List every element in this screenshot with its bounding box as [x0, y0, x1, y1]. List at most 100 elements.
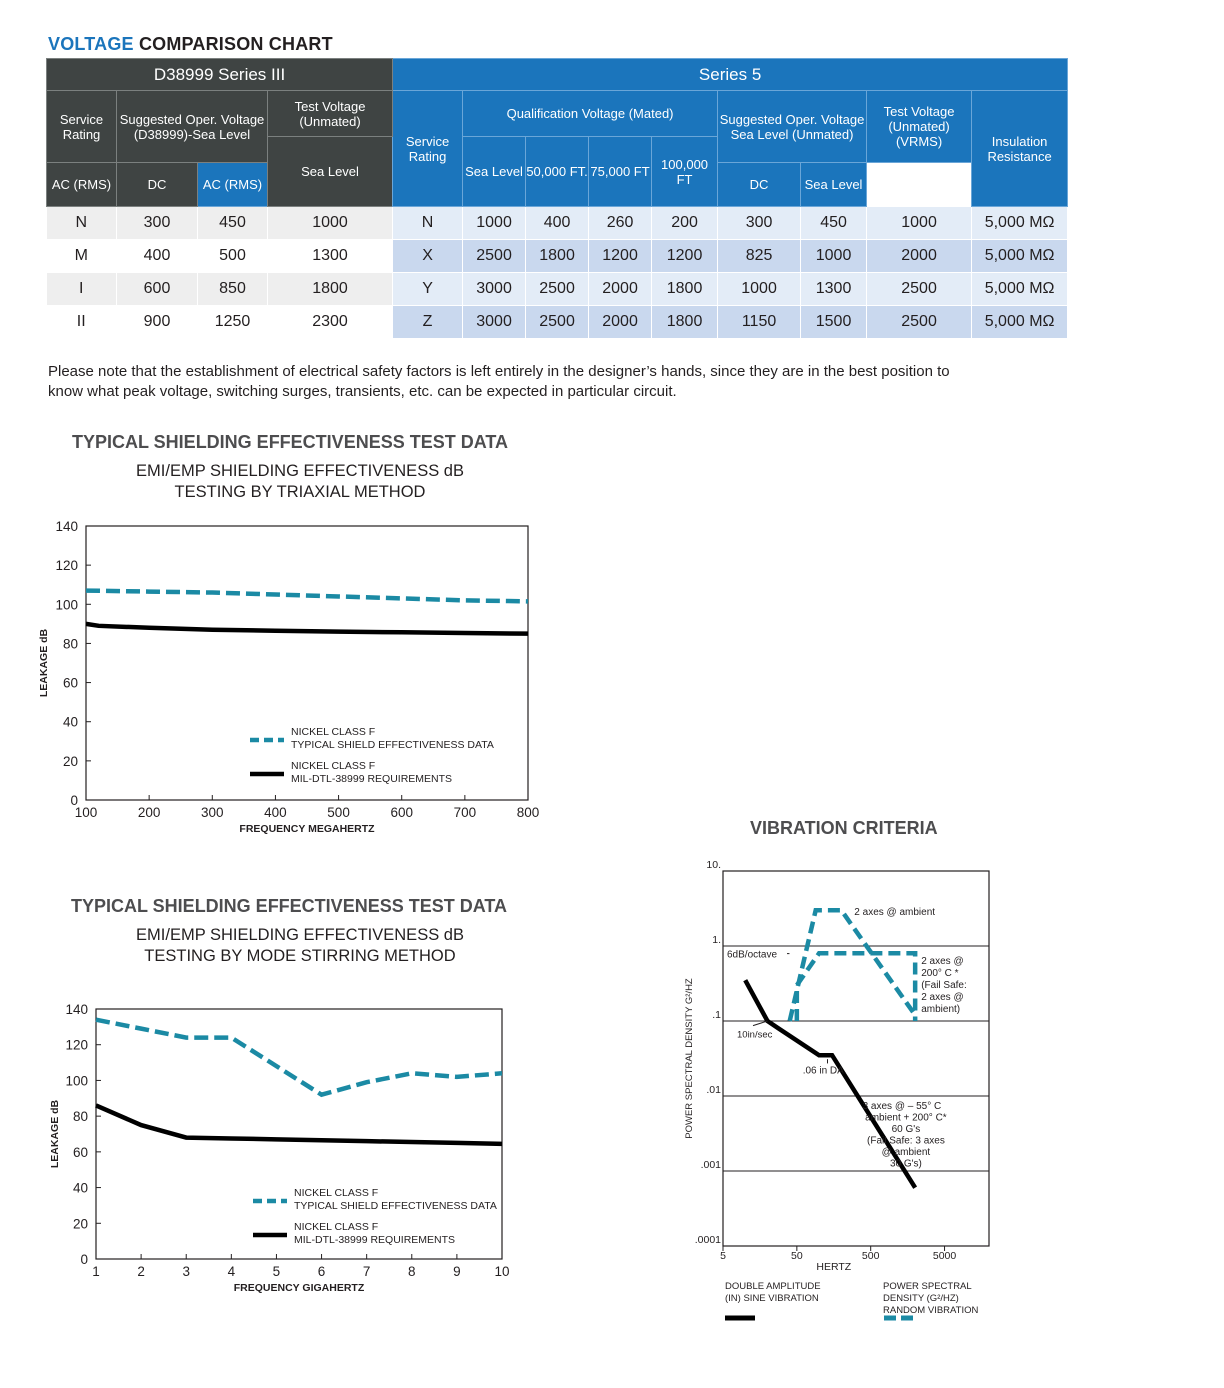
- x-tick-label: 200: [138, 805, 161, 820]
- s5-insulation-header: Insulation Resistance: [971, 90, 1069, 207]
- plot-frame: [722, 870, 990, 1247]
- requirement-series-line: [85, 621, 529, 636]
- x-tick-label: 3: [182, 1264, 190, 1279]
- y-axis-label: POWER SPECTRAL DENSITY G²/HZ: [684, 978, 695, 1139]
- legend-label: POWER SPECTRAL: [883, 1281, 972, 1292]
- x-tick-label: 100: [75, 805, 98, 820]
- annotation-label: .06 in DA.: [803, 1065, 847, 1076]
- x-tick-label: 50: [791, 1250, 803, 1262]
- table-cell: 2500: [866, 272, 973, 306]
- x-axis-label: FREQUENCY GIGAHERTZ: [234, 1282, 365, 1294]
- annotation-label: 60 G's: [892, 1124, 921, 1135]
- table-cell: 500: [197, 239, 268, 273]
- table-cell: 450: [800, 206, 868, 240]
- y-tick-label: 60: [63, 676, 78, 691]
- table-cell: 1200: [651, 239, 719, 273]
- x-tick-label: 5000: [933, 1250, 957, 1262]
- table-row: M 400 500 1300 X 2500 1800 1200 1200 825 1000 2000 5…: [46, 239, 1069, 273]
- y-tick-label: 120: [55, 558, 78, 573]
- y-tick-label: 40: [63, 715, 78, 730]
- x-tick-label: 800: [517, 805, 540, 820]
- table-row: II 900 1250 2300 Z 3000 2500 2000 1800 1150 1500 25…: [46, 305, 1069, 339]
- table-cell: 5,000 MΩ: [971, 305, 1069, 339]
- y-tick-label: 60: [73, 1145, 88, 1160]
- table-cell: II: [46, 305, 117, 339]
- annotation-label: 30 G's): [890, 1159, 922, 1170]
- chart1-subtitle-line1: EMI/EMP SHIELDING EFFECTIVENESS dB: [136, 462, 464, 480]
- x-tick-label: 5: [273, 1264, 281, 1279]
- x-tick-label: 500: [862, 1250, 880, 1262]
- table-cell: 1000: [800, 239, 868, 273]
- random-vibration-line: [794, 951, 918, 1021]
- y-tick-label: 20: [63, 754, 78, 769]
- legend-label: NICKEL CLASS F: [294, 1187, 378, 1199]
- x-tick-label: 600: [390, 805, 413, 820]
- x-axis-label: FREQUENCY MEGAHERTZ: [239, 823, 375, 835]
- plot-frame: [85, 525, 529, 801]
- title-rest: COMPARISON CHART: [138, 34, 333, 54]
- annotation-label: ambient): [921, 1004, 960, 1015]
- y-tick-label: 140: [55, 519, 78, 534]
- x-tick-label: 4: [228, 1264, 236, 1279]
- y-tick-label: 120: [65, 1038, 88, 1053]
- table-cell: 300: [717, 206, 802, 240]
- x-axis-label: HERTZ: [816, 1261, 851, 1273]
- y-tick-label: 20: [73, 1216, 88, 1231]
- legend-label: NICKEL CLASS F: [291, 760, 375, 772]
- chart2-subtitle-line2: TESTING BY MODE STIRRING METHOD: [144, 947, 456, 965]
- s5-sea-level-header: Sea Level: [800, 162, 868, 207]
- table-cell: 2500: [462, 239, 527, 273]
- x-tick-label: 2: [137, 1264, 145, 1279]
- shielding-chart-mode-stirring: 0 20 40 60 80 100 120 140 1 2 3 4 5 6 7 8 9 10 FREQUENCY G…: [49, 1002, 510, 1294]
- chart1-subtitle: EMI/EMP SHIELDING EFFECTIVENESS dB TESTI…: [100, 461, 500, 503]
- voltage-chart-title: VOLTAGE COMPARISON CHART: [48, 34, 333, 55]
- s5-q-75k-header: 75,000 FT: [588, 136, 653, 207]
- y-tick-label: 40: [73, 1181, 88, 1196]
- y-tick-label: 100: [55, 597, 78, 612]
- chart2-subtitle-line1: EMI/EMP SHIELDING EFFECTIVENESS dB: [136, 926, 464, 944]
- table-row: N 300 450 1000 N 1000 400 260 200 300 450 1000 5,000…: [46, 206, 1069, 240]
- y-tick-label: 1.: [712, 934, 721, 946]
- legend-label: DENSITY (G²/HZ): [883, 1293, 959, 1304]
- table-cell: 600: [116, 272, 198, 306]
- table-cell: 1200: [588, 239, 653, 273]
- table-cell: 1800: [525, 239, 590, 273]
- d38999-suggested-header: Suggested Oper. Voltage (D38999)-Sea Lev…: [116, 90, 268, 163]
- x-tick-label: 5: [720, 1250, 726, 1262]
- table-cell: 1800: [267, 272, 394, 306]
- annotation-label: 200° C *: [921, 968, 958, 979]
- vibration-criteria-chart: 10. 1. .1 .01 .001 .0001 5 50 500 5000 HERTZ POWER …: [684, 859, 990, 1321]
- annotation-leader: [752, 1020, 768, 1027]
- legend-label: MIL-DTL-38999 REQUIREMENTS: [294, 1234, 455, 1246]
- d38999-dc-header: DC: [116, 162, 198, 207]
- plot-frame: [95, 1008, 503, 1260]
- table-cell: M: [46, 239, 117, 273]
- y-tick-label: 10.: [706, 859, 721, 871]
- legend-label: RANDOM VIBRATION: [883, 1305, 978, 1316]
- x-tick-label: 10: [494, 1264, 509, 1279]
- legend-label: TYPICAL SHIELD EFFECTIVENESS DATA: [294, 1200, 497, 1212]
- table-cell: 1250: [197, 305, 268, 339]
- table-cell: 2500: [525, 272, 590, 306]
- legend-label: NICKEL CLASS F: [294, 1221, 378, 1233]
- title-accent: VOLTAGE: [48, 34, 134, 54]
- s5-ac-header: AC (RMS): [197, 162, 268, 207]
- s5-suggested-header: Suggested Oper. Voltage Sea Level (Unmat…: [717, 90, 868, 163]
- annotation-label: 10in/sec: [737, 1030, 773, 1041]
- legend-label: TYPICAL SHIELD EFFECTIVENESS DATA: [291, 739, 494, 751]
- d38999-ac-header: AC (RMS): [46, 162, 117, 207]
- table-cell: 1800: [651, 305, 719, 339]
- s5-qualification-header: Qualification Voltage (Mated): [462, 90, 719, 137]
- table-cell: 850: [197, 272, 268, 306]
- table-cell: 450: [197, 206, 268, 240]
- annotation-label: 2 axes @: [921, 992, 963, 1003]
- sine-vibration-line: [743, 979, 918, 1189]
- typical-series-line: [85, 588, 529, 604]
- table-cell: 2500: [866, 305, 973, 339]
- chart3-title: VIBRATION CRITERIA: [750, 818, 938, 838]
- table-cell: 2500: [525, 305, 590, 339]
- annotation-label: 2 axes @ ambient: [854, 907, 935, 918]
- d38999-group-header: D38999 Series III: [45, 58, 394, 91]
- d38999-test-voltage-header: Test Voltage (Unmated): [266, 90, 394, 137]
- random-vibration-line: [787, 907, 917, 1022]
